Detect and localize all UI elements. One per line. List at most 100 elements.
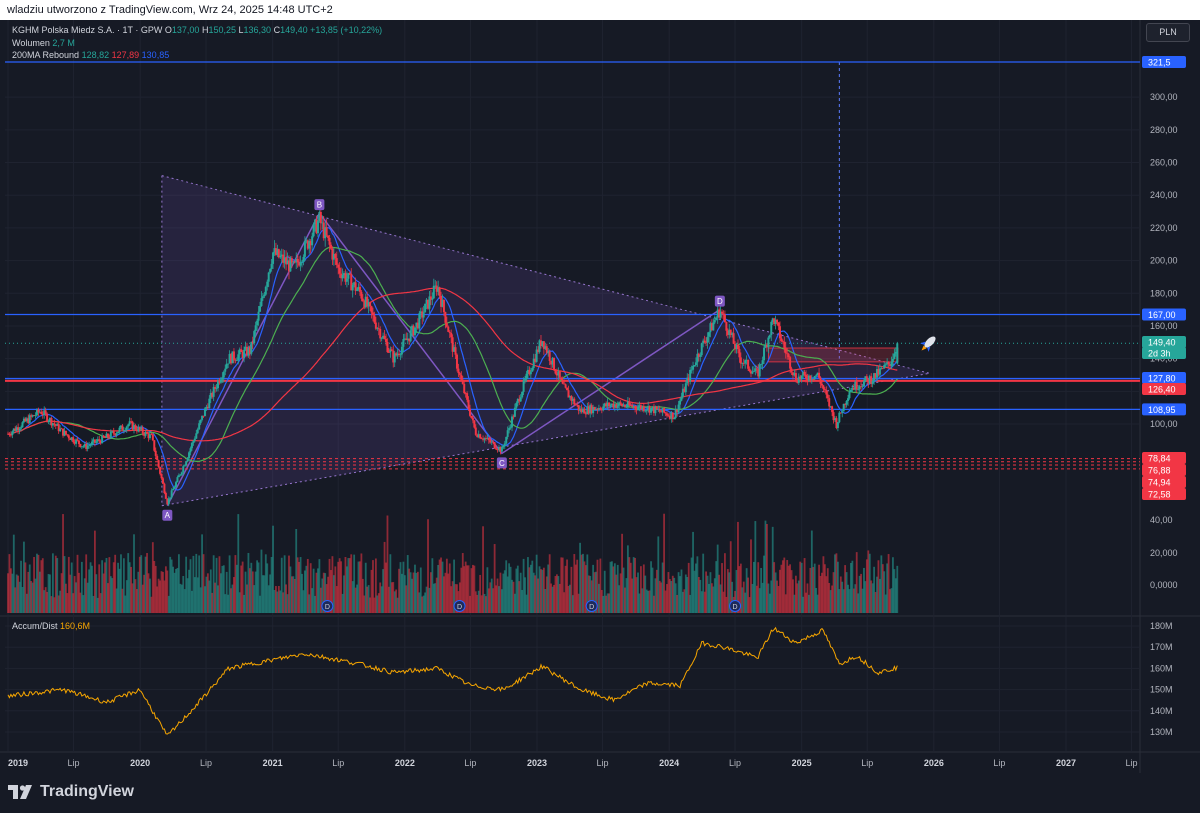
ma-indicator-label[interactable]: 200MA Rebound	[12, 50, 80, 60]
volume-bar	[186, 578, 189, 613]
volume-bar	[482, 526, 484, 613]
candle-body	[176, 477, 179, 483]
volume-bar	[328, 558, 331, 613]
candle-body	[244, 346, 247, 350]
ma-blue-line	[7, 226, 898, 491]
candle-body	[135, 429, 138, 432]
candle-body	[700, 343, 703, 356]
volume-bar	[538, 566, 541, 613]
volume-bar	[657, 536, 660, 613]
candle-body	[402, 339, 405, 347]
volume-bar	[344, 557, 347, 613]
volume-bar	[373, 597, 376, 613]
volume-bar	[661, 562, 664, 613]
tradingview-logo[interactable]: TradingView	[8, 783, 134, 801]
candle-body	[558, 371, 561, 378]
price-label-badge: 74,94	[1142, 476, 1186, 488]
candle-body	[593, 407, 596, 410]
candle-body	[357, 286, 360, 290]
volume-bar	[537, 578, 539, 613]
high-value: 150,25	[208, 25, 236, 35]
candle-body	[56, 423, 59, 426]
volume-bar	[877, 560, 880, 613]
candle-body	[658, 409, 661, 412]
abcd-label-text: C	[499, 459, 505, 468]
volume-bar	[169, 556, 172, 613]
candle-body	[590, 405, 593, 414]
volume-bar	[845, 572, 848, 613]
volume-bar	[583, 561, 586, 613]
volume-label[interactable]: Wolumen	[12, 37, 50, 48]
volume-bar	[157, 578, 160, 613]
candle-body	[188, 452, 191, 459]
candle-body	[732, 333, 735, 344]
ma-red-line	[7, 287, 898, 442]
price-axis-tick: 300,00	[1150, 92, 1178, 102]
volume-bar	[750, 539, 752, 613]
candle-body	[380, 338, 383, 339]
candle-body	[765, 344, 768, 348]
candle-body	[121, 425, 124, 431]
symbol-title[interactable]: KGHM Polska Miedz S.A. · 1T · GPW	[12, 25, 163, 35]
volume-bar	[366, 586, 369, 613]
candle-body	[692, 365, 695, 370]
volume-bar	[8, 554, 11, 613]
volume-bar	[238, 592, 241, 613]
volume-bar	[428, 587, 431, 613]
candle-body	[175, 482, 178, 488]
volume-bar	[560, 557, 563, 613]
volume-bar	[742, 581, 745, 613]
volume-bar	[240, 565, 243, 613]
volume-bar	[208, 580, 211, 613]
candle-body	[621, 403, 624, 406]
price-label-text: 2d 3h	[1148, 349, 1171, 359]
volume-bar	[405, 585, 408, 613]
volume-bar	[770, 580, 773, 613]
volume-bar	[748, 597, 751, 613]
accum-axis-tick: 160M	[1150, 663, 1173, 673]
volume-bar	[881, 564, 884, 613]
volume-bar	[295, 528, 298, 613]
volume-bar	[279, 590, 282, 613]
candle-body	[395, 353, 398, 356]
volume-bar	[458, 582, 461, 613]
candle-body	[471, 418, 474, 421]
candle-body	[661, 408, 664, 413]
volume-bar	[318, 559, 321, 613]
volume-axis-tick: 40,00	[1150, 515, 1173, 525]
price-axis-tick: 240,00	[1150, 190, 1178, 200]
candle-body	[828, 398, 831, 407]
price-label-badge: 108,95	[1142, 403, 1186, 416]
candle-body	[309, 241, 312, 246]
volume-bar	[464, 561, 467, 613]
candle-body	[508, 428, 511, 431]
candle-body	[686, 377, 689, 384]
price-label-badge: 78,84	[1142, 452, 1186, 464]
price-label-bg	[1142, 464, 1186, 476]
candle-body	[8, 433, 11, 435]
candle-body	[427, 299, 430, 309]
candle-body	[563, 383, 566, 385]
candle-body	[606, 402, 609, 407]
volume-bar	[529, 564, 532, 613]
candle-body	[212, 387, 215, 397]
volume-bar	[130, 566, 133, 613]
volume-bar	[88, 569, 91, 613]
candle-body	[238, 349, 241, 355]
volume-bar	[330, 570, 332, 613]
candle-body	[887, 362, 890, 365]
volume-bar	[124, 595, 127, 613]
currency-button[interactable]: PLN	[1146, 23, 1190, 42]
candle-body	[696, 353, 699, 363]
volume-bar	[185, 556, 188, 613]
volume-bar	[444, 572, 447, 613]
accum-dist-label[interactable]: Accum/Dist	[12, 621, 58, 631]
volume-bar	[566, 559, 568, 613]
candle-body	[758, 364, 761, 377]
candle-body	[547, 351, 550, 353]
volume-bar	[522, 558, 525, 613]
candle-body	[88, 445, 91, 447]
volume-bar	[477, 590, 480, 613]
candle-body	[623, 405, 626, 407]
